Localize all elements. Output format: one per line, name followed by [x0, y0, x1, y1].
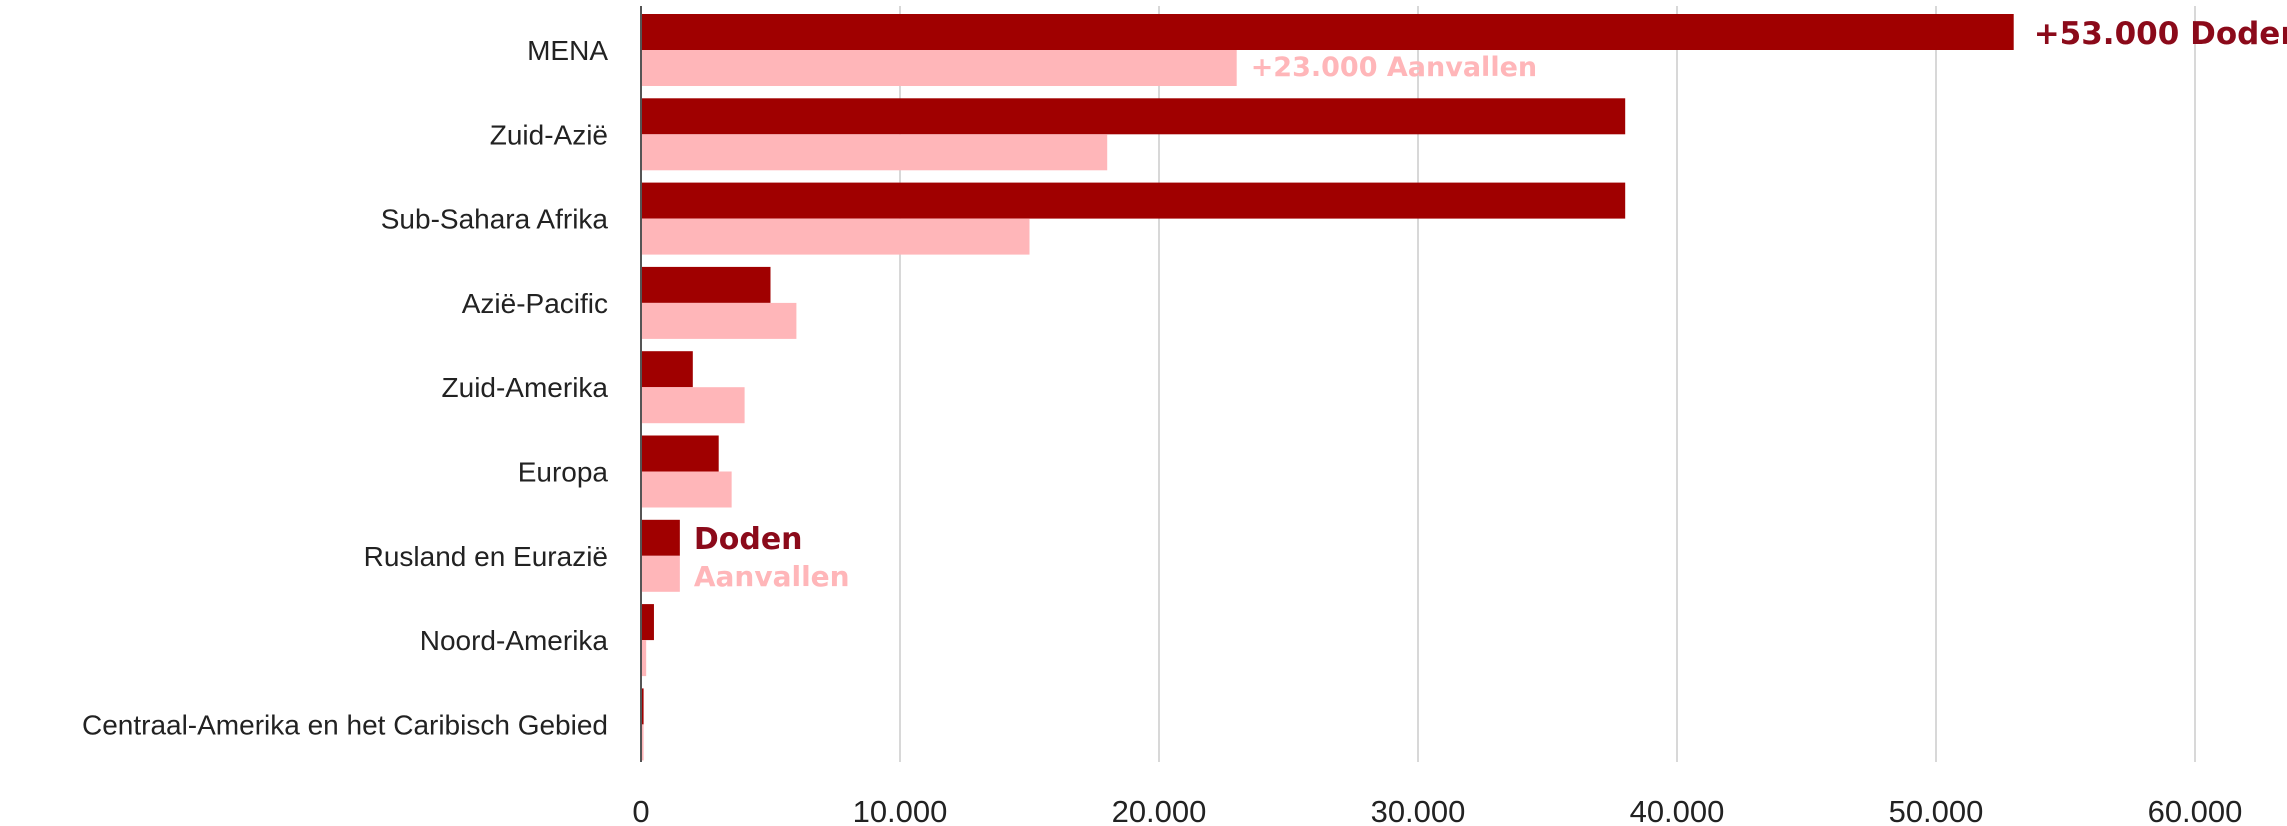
category-label: Noord-Amerika [420, 625, 609, 656]
annotations: +53.000 Doden +23.000 Aanvallen DodenAanva… [694, 16, 2287, 593]
category-labels: MENA Zuid-Azië Sub-Sahara Afrika Azië-Pacif… [82, 35, 608, 740]
category-label: Sub-Sahara Afrika [381, 204, 609, 235]
x-tick-label: 10.000 [853, 794, 948, 826]
bar-doden-2 [641, 182, 1626, 219]
x-tick-label: 60.000 [2148, 794, 2243, 826]
x-tick-label: 20.000 [1112, 794, 1207, 826]
bar-doden-0 [641, 14, 2014, 50]
bar-aanvallen-8 [641, 724, 644, 761]
annotation-doden-total: +53.000 Doden [2034, 16, 2287, 52]
category-label: Rusland en Eurazië [364, 541, 608, 572]
bar-aanvallen-6 [641, 555, 680, 592]
category-label: MENA [527, 35, 608, 66]
annotation-aanvallen-total: +23.000 Aanvallen [1251, 52, 1537, 83]
x-tick-label: 40.000 [1630, 794, 1725, 826]
bar-doden-1 [641, 98, 1626, 135]
x-tick-label: 30.000 [1371, 794, 1466, 826]
category-label: Zuid-Amerika [442, 372, 609, 403]
bar-doden-8 [641, 688, 644, 725]
bar-doden-5 [641, 435, 719, 472]
x-tick-labels: 0 10.000 20.000 30.000 40.000 50.000 60.000 [632, 794, 2242, 826]
category-label: Azië-Pacific [462, 288, 608, 319]
bar-aanvallen-1 [641, 134, 1108, 171]
bar-doden-4 [641, 351, 693, 388]
category-label: Europa [518, 457, 609, 488]
bar-aanvallen-4 [641, 387, 745, 424]
bar-doden-7 [641, 604, 654, 641]
bar-aanvallen-2 [641, 218, 1030, 255]
bar-aanvallen-5 [641, 471, 732, 508]
category-label: Centraal-Amerika en het Caribisch Gebied [82, 709, 608, 740]
bar-aanvallen-0 [641, 50, 1237, 86]
bars [641, 14, 2014, 761]
x-tick-label: 0 [632, 794, 649, 826]
bar-doden-3 [641, 266, 771, 303]
legend-label-doden: Doden [694, 522, 803, 557]
bar-aanvallen-7 [641, 640, 647, 677]
x-tick-label: 50.000 [1889, 794, 1984, 826]
bar-aanvallen-3 [641, 302, 797, 339]
legend-label-aanvallen: Aanvallen [694, 560, 850, 593]
category-label: Zuid-Azië [490, 119, 608, 150]
bar-doden-6 [641, 519, 680, 556]
